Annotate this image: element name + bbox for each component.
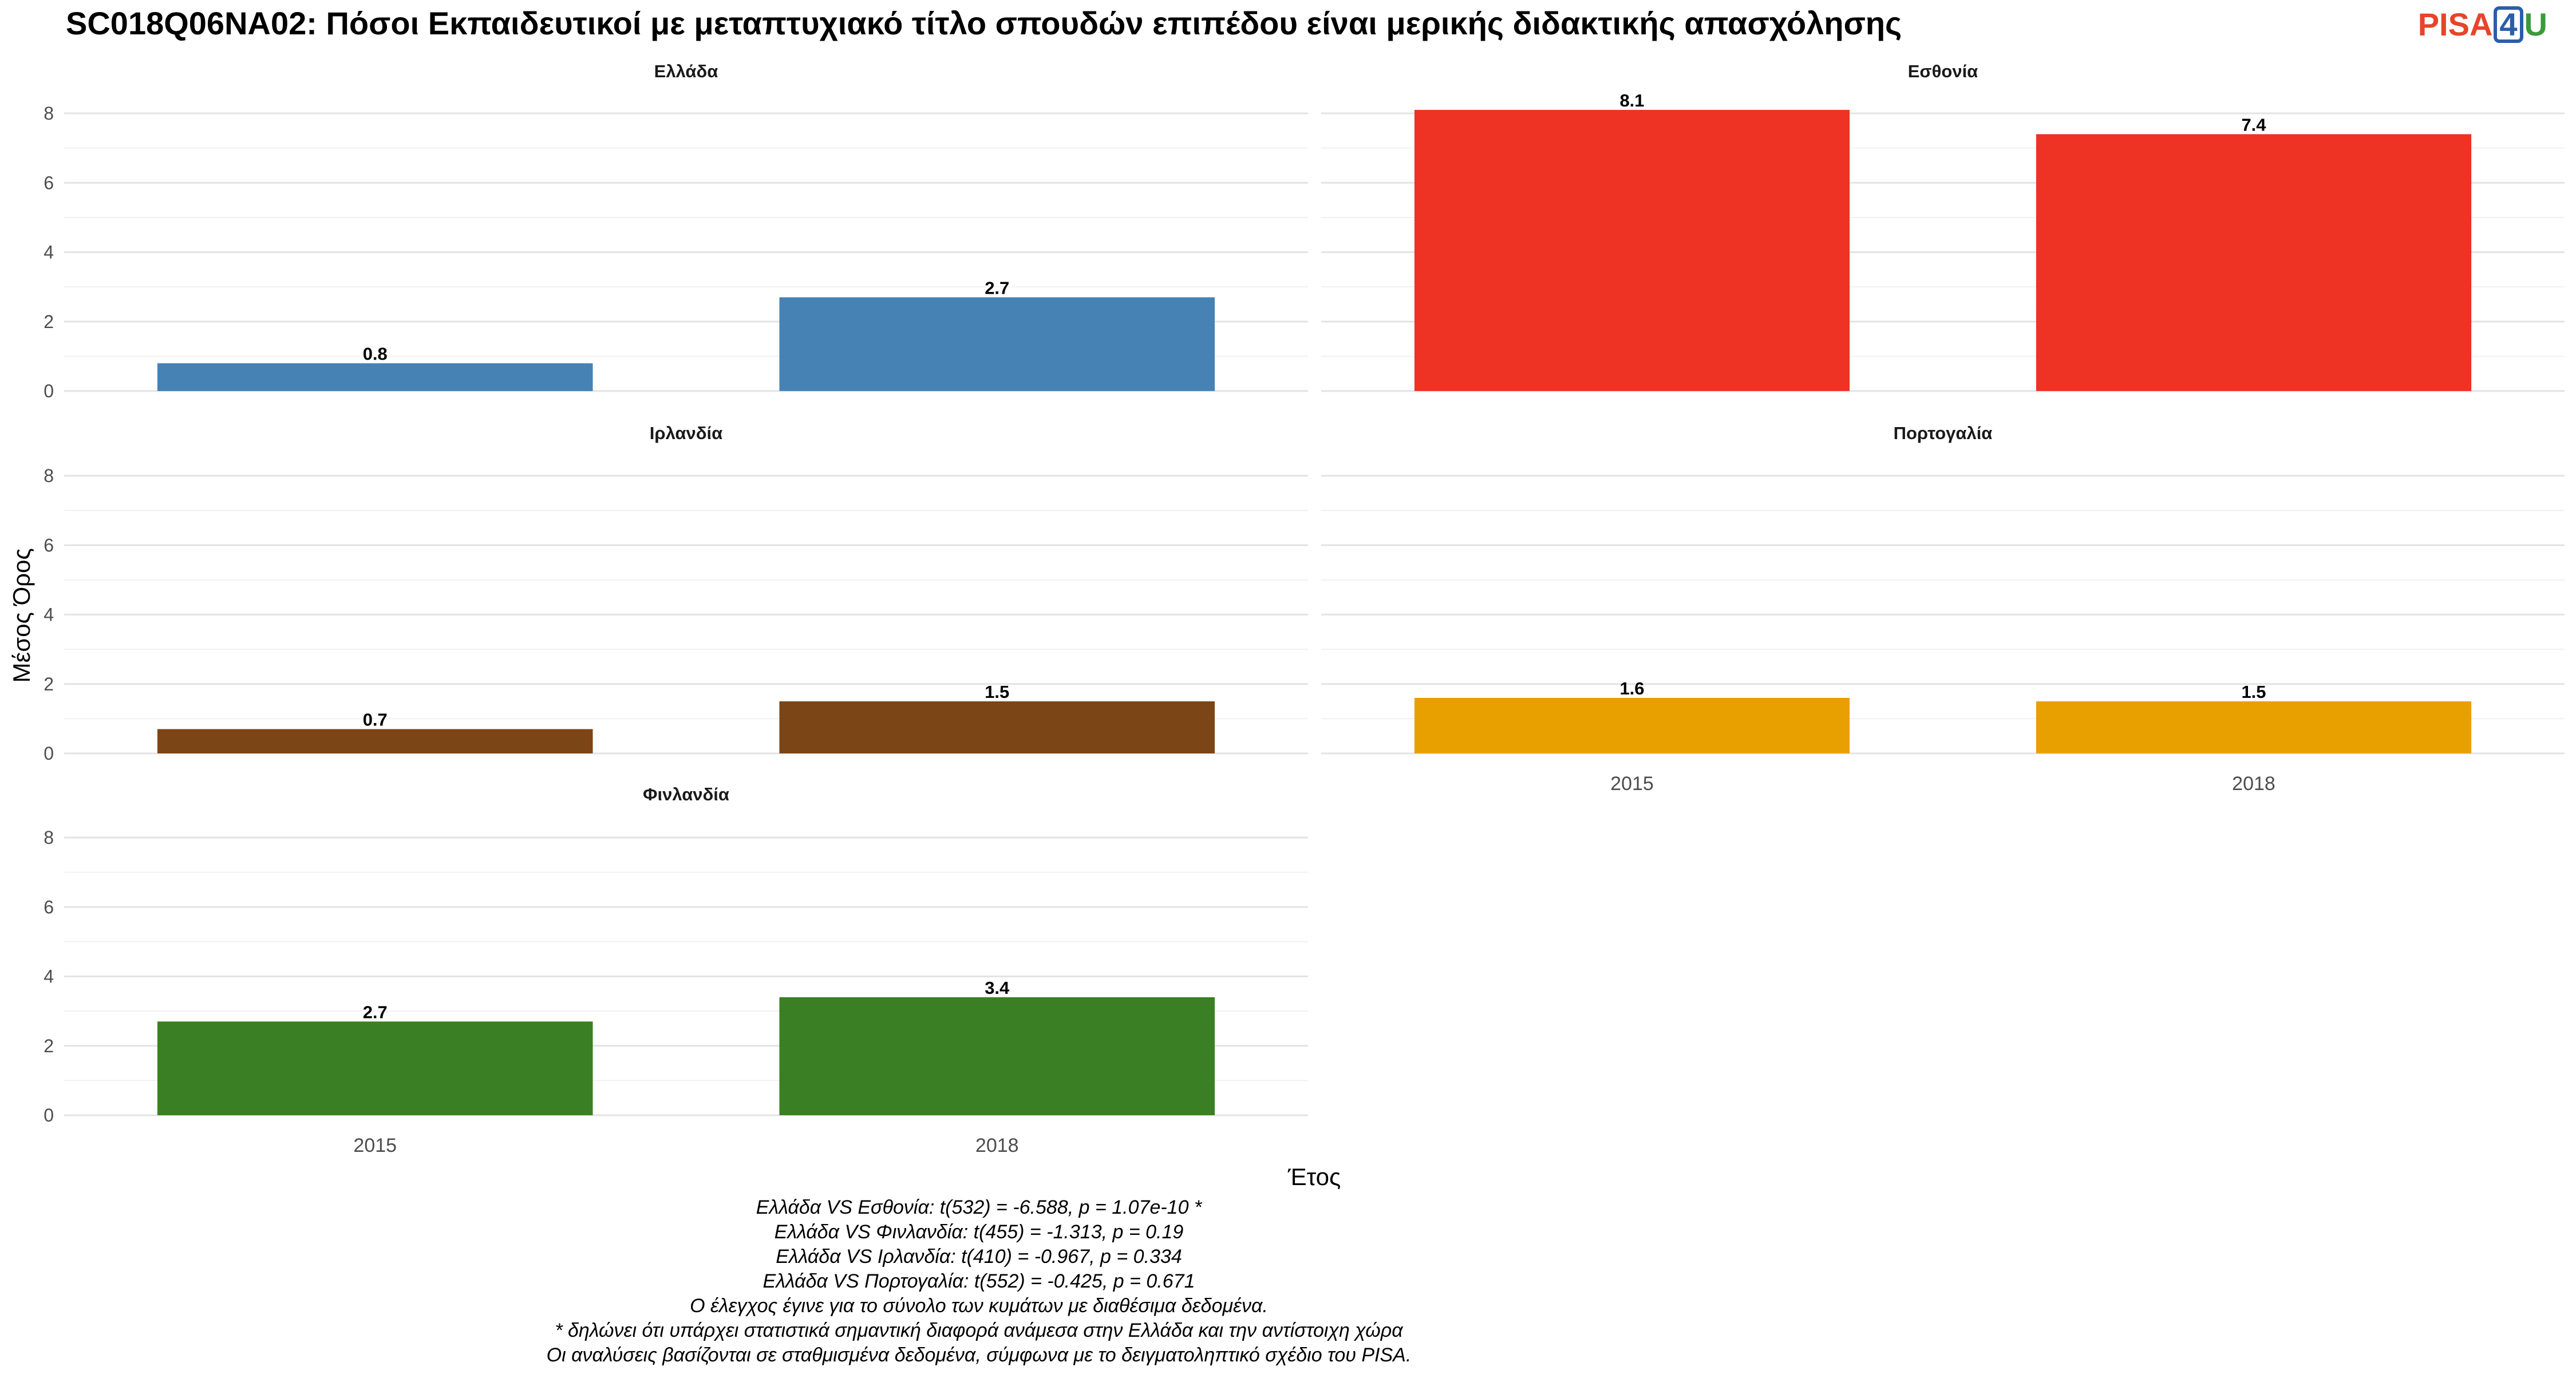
y-tick-label: 6 — [44, 172, 54, 193]
bar-value-label: 0.7 — [363, 710, 388, 730]
bar-value-label: 0.8 — [363, 344, 388, 364]
y-tick-label: 8 — [44, 103, 54, 124]
y-tick-label: 0 — [44, 1105, 54, 1126]
note-line: Ελλάδα VS Εσθονία: t(532) = -6.588, p = … — [756, 1197, 1202, 1218]
note-line: Οι αναλύσεις βασίζονται σε σταθμισμένα δ… — [546, 1344, 1412, 1366]
facet-strip-label: Ελλάδα — [654, 61, 718, 81]
y-tick-label: 4 — [44, 605, 54, 625]
bar-2018 — [779, 997, 1215, 1115]
faceted-bar-chart: Ελλάδα 0 2 4 6 8 0.8 2.7 Εσθονία 8.1 7.4 Ιρλανδία 0 2… — [8, 61, 2565, 1190]
facet-strip-label: Πορτογαλία — [1894, 423, 1993, 443]
x-tick-label: 2015 — [1610, 773, 1654, 795]
bar-2018 — [2036, 134, 2472, 391]
logo-text-4: 4 — [2494, 6, 2523, 43]
x-axis-title: Έτος — [1287, 1163, 1341, 1190]
bar-value-label: 1.6 — [1619, 678, 1644, 698]
bar-2018 — [779, 701, 1215, 753]
note-line: Ελλάδα VS Φινλανδία: t(455) = -1.313, p … — [774, 1221, 1184, 1243]
bar-2018 — [2036, 701, 2472, 753]
bar-2015 — [1414, 698, 1850, 753]
bar-value-label: 1.5 — [2241, 682, 2266, 702]
bar-value-label: 2.7 — [985, 278, 1009, 298]
y-tick-label: 4 — [44, 242, 54, 263]
x-tick-label: 2018 — [2232, 773, 2275, 795]
x-tick-label: 2015 — [353, 1135, 397, 1156]
logo-text-pisa: PISA — [2417, 6, 2493, 42]
test-notes: Ελλάδα VS Εσθονία: t(532) = -6.588, p = … — [0, 1195, 1958, 1368]
bar-2018 — [779, 297, 1215, 391]
x-tick-label: 2018 — [975, 1135, 1019, 1156]
y-tick-label: 6 — [44, 897, 54, 917]
facet-strip-label: Ιρλανδία — [650, 423, 722, 443]
facet-strip-label: Φινλανδία — [643, 784, 729, 804]
bar-2015 — [157, 1021, 593, 1115]
bar-value-label: 1.5 — [985, 682, 1009, 702]
y-tick-label: 8 — [44, 465, 54, 486]
chart-title: SC018Q06NA02: Πόσοι Εκπαιδευτικοί με μετ… — [66, 5, 1902, 41]
y-tick-label: 0 — [44, 381, 54, 401]
facet-strip-label: Εσθονία — [1908, 61, 1978, 81]
y-tick-label: 2 — [44, 311, 54, 332]
bar-value-label: 2.7 — [363, 1002, 388, 1022]
bar-value-label: 3.4 — [985, 978, 1010, 998]
logo-text-u: U — [2524, 6, 2547, 42]
y-tick-label: 2 — [44, 1036, 54, 1056]
y-axis-title: Μέσος Όρος — [8, 548, 35, 683]
bar-2015 — [157, 363, 593, 391]
bar-2015 — [1414, 109, 1850, 391]
y-tick-label: 8 — [44, 827, 54, 848]
y-tick-label: 0 — [44, 743, 54, 764]
note-line: * δηλώνει ότι υπάρχει στατιστικά σημαντι… — [555, 1320, 1403, 1341]
pisa4u-logo: PISA 4 U — [2418, 6, 2547, 43]
note-line: Ο έλεγχος έγινε για το σύνολο των κυμάτω… — [690, 1295, 1268, 1317]
y-tick-label: 6 — [44, 535, 54, 555]
bar-value-label: 7.4 — [2241, 114, 2266, 135]
y-tick-label: 2 — [44, 674, 54, 694]
y-tick-label: 4 — [44, 966, 54, 987]
bar-value-label: 8.1 — [1619, 90, 1644, 110]
note-line: Ελλάδα VS Πορτογαλία: t(552) = -0.425, p… — [762, 1270, 1195, 1292]
note-line: Ελλάδα VS Ιρλανδία: t(410) = -0.967, p =… — [776, 1246, 1182, 1268]
bar-2015 — [157, 729, 593, 753]
